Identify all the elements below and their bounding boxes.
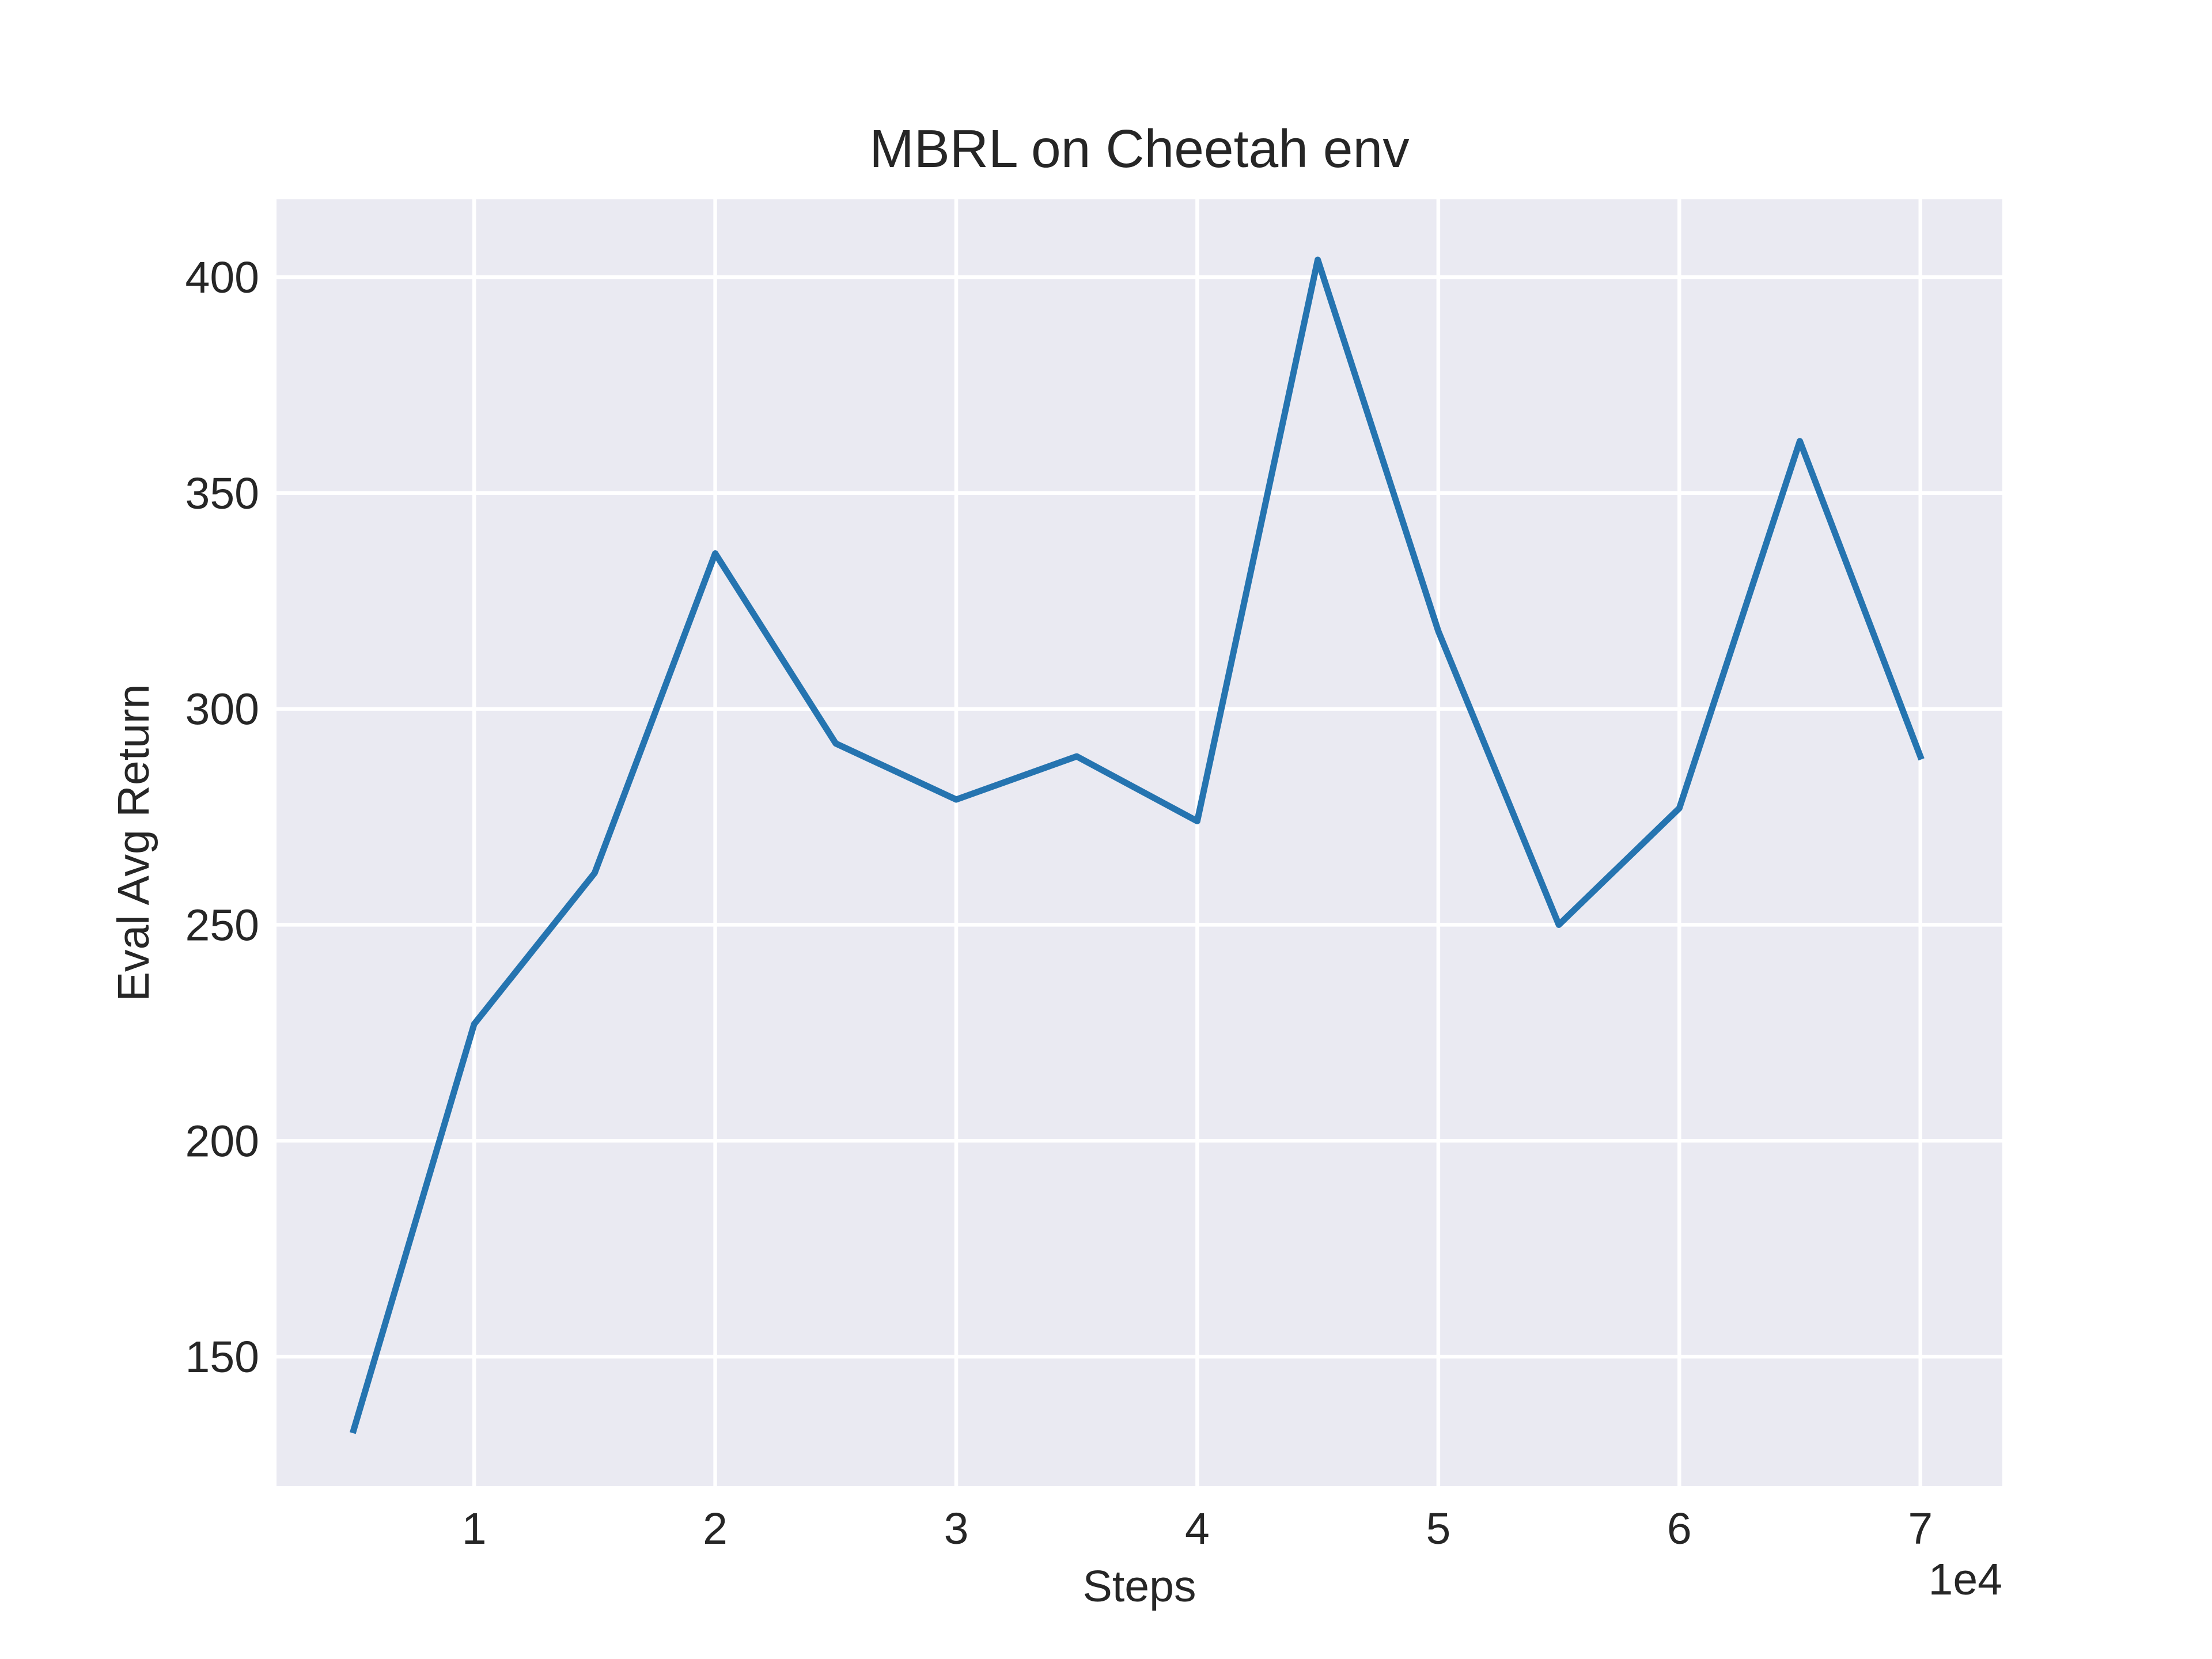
y-grid-lines xyxy=(276,275,2002,1359)
series-layer xyxy=(350,256,1925,1434)
y-tick-label-300: 300 xyxy=(185,685,259,734)
x-grid-lines xyxy=(472,199,1922,1486)
y-axis-label: Eval Avg Return xyxy=(109,684,158,1002)
series-line-0 xyxy=(350,256,1925,1434)
y-tick-label-150: 150 xyxy=(185,1332,259,1382)
x-tick-label-1: 1 xyxy=(462,1504,487,1554)
x-axis-offset-label: 1e4 xyxy=(1929,1555,2002,1604)
x-tick-label-4: 4 xyxy=(1185,1504,1210,1554)
x-tick-label-7: 7 xyxy=(1908,1504,1933,1554)
y-tick-label-200: 200 xyxy=(185,1116,259,1166)
y-tick-label-350: 350 xyxy=(185,469,259,518)
x-tick-labels: 1 2 3 4 5 6 7 xyxy=(462,1504,1933,1554)
x-tick-label-3: 3 xyxy=(944,1504,969,1554)
x-tick-label-5: 5 xyxy=(1426,1504,1450,1554)
y-tick-label-400: 400 xyxy=(185,253,259,302)
plot-area xyxy=(276,199,2002,1486)
x-tick-label-6: 6 xyxy=(1667,1504,1692,1554)
x-tick-label-2: 2 xyxy=(703,1504,728,1554)
chart-title: MBRL on Cheetah env xyxy=(869,119,1410,179)
y-tick-labels: 150 200 250 300 350 400 xyxy=(185,253,259,1382)
x-axis-label: Steps xyxy=(1083,1562,1196,1611)
y-tick-label-250: 250 xyxy=(185,900,259,950)
